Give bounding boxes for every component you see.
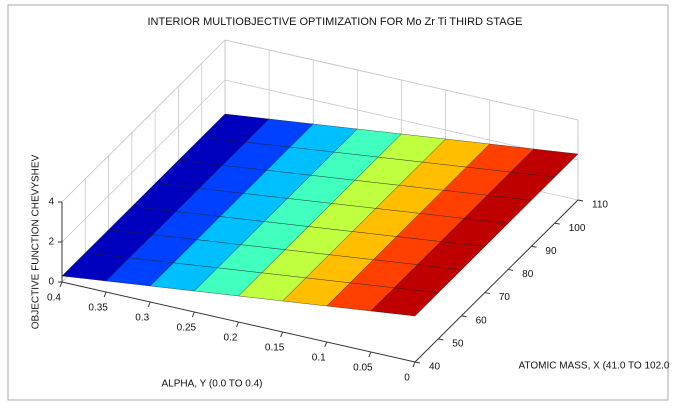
- tick-mark: [508, 268, 514, 271]
- y-tick-label: 0.25: [177, 323, 197, 334]
- tick-mark: [368, 351, 372, 358]
- box-edge: [61, 39, 226, 203]
- box-edge: [224, 39, 579, 121]
- x-tick-label: 100: [569, 223, 586, 234]
- z-axis-label: OBJECTIVE FUNCTION CHEVYSHEV: [31, 154, 42, 329]
- z-tick-label: 4: [48, 197, 54, 208]
- x-axis-label: ATOMIC MASS, X (41.0 TO 102.0: [519, 361, 670, 372]
- y-tick-label: 0.1: [312, 353, 326, 364]
- tick-mark: [280, 331, 284, 338]
- z-tick-label: 2: [48, 237, 54, 248]
- y-tick-label: 0.2: [224, 333, 238, 344]
- tick-mark: [484, 292, 490, 295]
- chart-title: INTERIOR MULTIOBJECTIVE OPTIMIZATION FOR…: [147, 16, 522, 28]
- tick-mark: [577, 199, 584, 202]
- tick-mark: [59, 281, 63, 288]
- grid-line: [224, 79, 579, 161]
- tick-mark: [414, 361, 421, 364]
- x-tick-label: 80: [522, 269, 534, 280]
- tick-mark: [147, 301, 151, 308]
- y-axis-label: ALPHA, Y (0.0 TO 0.4): [162, 379, 263, 390]
- x-tick-label: 90: [545, 246, 557, 257]
- y-tick-label: 0: [404, 373, 410, 384]
- x-tick-label: 110: [592, 200, 608, 211]
- x-tick-label: 70: [499, 292, 511, 303]
- tick-mark: [103, 291, 107, 298]
- x-tick-label: 60: [476, 315, 488, 326]
- y-tick-label: 0.15: [265, 343, 285, 354]
- tick-mark: [531, 245, 537, 248]
- tick-mark: [438, 338, 444, 341]
- y-tick-label: 0.05: [353, 363, 373, 374]
- tick-mark: [412, 361, 416, 368]
- y-tick-label: 0.3: [135, 313, 149, 324]
- surface-patch: [370, 287, 439, 317]
- grid-line: [61, 79, 226, 243]
- tick-mark: [461, 315, 467, 318]
- y-tick-label: 0.4: [47, 293, 61, 304]
- y-tick-label: 0.35: [88, 303, 108, 314]
- tick-mark: [191, 311, 195, 318]
- axis-line: [414, 199, 579, 363]
- x-tick-label: 40: [429, 362, 441, 373]
- tick-mark: [324, 341, 328, 348]
- tick-mark: [554, 222, 560, 225]
- tick-mark: [236, 321, 239, 328]
- z-tick-label: 0: [48, 277, 54, 288]
- x-tick-label: 50: [452, 338, 464, 349]
